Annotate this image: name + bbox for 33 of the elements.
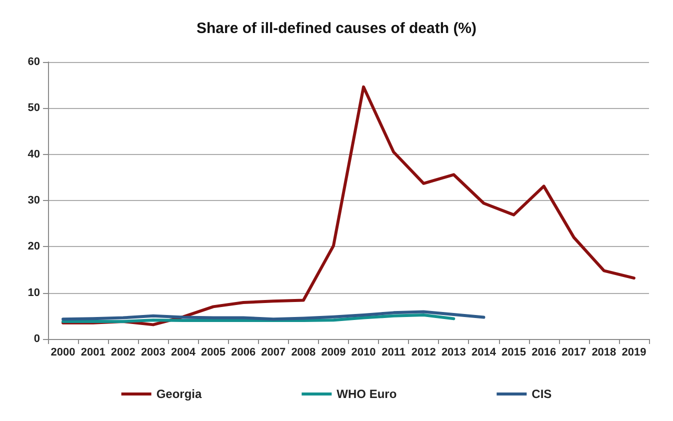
x-tick-label: 2009 [321, 346, 346, 358]
y-tick-label: 10 [28, 286, 40, 299]
x-tick-label: 2016 [532, 346, 556, 358]
chart-title: Share of ill-defined causes of death (%) [196, 20, 477, 37]
y-tick-label: 60 [28, 56, 40, 68]
y-tick-label: 40 [28, 148, 40, 160]
x-tick-label: 2007 [261, 346, 286, 358]
x-tick-label: 2001 [80, 346, 106, 358]
y-tick-label: 30 [28, 194, 40, 206]
x-tick-label: 2015 [502, 346, 526, 358]
x-tick-label: 2010 [351, 346, 376, 358]
x-tick-label: 2003 [140, 346, 166, 358]
x-tick-label: 2011 [382, 346, 406, 358]
x-tick-label: 2002 [110, 346, 136, 358]
legend-label: WHO Euro [336, 387, 397, 401]
x-tick-label: 2017 [562, 346, 586, 358]
line-series [62, 310, 486, 321]
x-tick-label: 2013 [441, 346, 466, 358]
legend-label: Georgia [156, 387, 202, 401]
x-tick-label: 2000 [50, 346, 76, 358]
x-tick-label: 2004 [170, 346, 196, 358]
y-tick-label: 20 [28, 240, 40, 253]
legend-label: CIS [532, 387, 552, 401]
line-series [62, 313, 456, 323]
x-tick-label: 2014 [471, 346, 497, 358]
y-tick-label: 0 [34, 333, 40, 345]
x-tick-label: 2012 [411, 346, 436, 358]
x-tick-label: 2018 [592, 346, 616, 358]
x-tick-label: 2005 [201, 346, 226, 358]
x-tick-label: 2019 [622, 346, 646, 358]
x-tick-label: 2008 [291, 346, 316, 358]
y-tick-label: 50 [28, 102, 40, 114]
x-tick-label: 2006 [231, 346, 256, 358]
